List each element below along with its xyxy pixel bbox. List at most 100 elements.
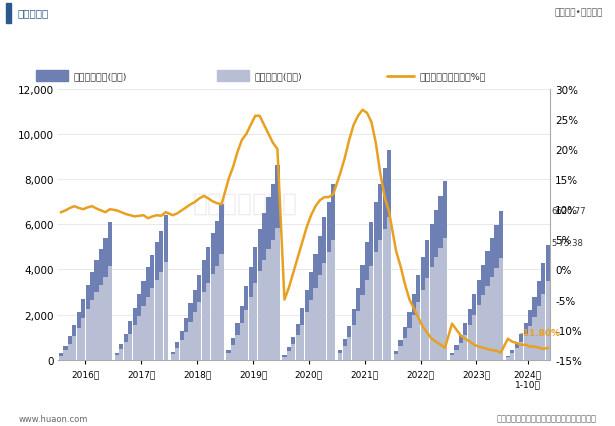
Bar bbox=[459, 343, 463, 360]
Bar bbox=[292, 345, 295, 360]
Bar bbox=[202, 293, 206, 360]
Text: 2016-2024年10月山东省房地产投资额及住宅投资额: 2016-2024年10月山东省房地产投资额及住宅投资额 bbox=[173, 39, 442, 55]
Bar bbox=[244, 310, 248, 360]
Bar bbox=[296, 336, 300, 360]
Bar bbox=[416, 302, 421, 360]
Bar bbox=[519, 343, 523, 360]
Bar bbox=[164, 216, 168, 360]
Bar bbox=[141, 306, 146, 360]
Bar bbox=[262, 260, 266, 360]
Bar bbox=[533, 317, 537, 360]
Bar bbox=[188, 304, 192, 360]
Bar bbox=[322, 264, 327, 360]
Bar bbox=[150, 255, 154, 360]
Bar bbox=[206, 247, 210, 360]
房地产投资额增速（%） bbox=[544, 345, 552, 351]
Bar bbox=[387, 217, 391, 360]
Bar bbox=[90, 300, 94, 360]
Bar bbox=[472, 316, 477, 360]
Bar bbox=[369, 222, 373, 360]
Bar bbox=[95, 293, 98, 360]
房地产投资额增速（%） bbox=[376, 171, 384, 176]
Bar bbox=[81, 319, 85, 360]
Bar bbox=[253, 283, 257, 360]
Text: 住宅投资额(亿元): 住宅投资额(亿元) bbox=[254, 72, 302, 81]
Bar bbox=[170, 354, 175, 360]
Bar bbox=[327, 253, 331, 360]
Bar bbox=[85, 309, 90, 360]
Bar bbox=[378, 240, 383, 360]
Bar bbox=[369, 266, 373, 360]
Bar bbox=[318, 276, 322, 360]
Bar bbox=[236, 335, 240, 360]
Bar bbox=[63, 346, 68, 360]
Bar bbox=[248, 268, 253, 360]
Bar bbox=[438, 249, 443, 360]
Bar bbox=[220, 255, 224, 360]
Bar bbox=[240, 323, 244, 360]
Bar bbox=[412, 295, 416, 360]
Bar bbox=[528, 326, 532, 360]
Bar bbox=[68, 344, 72, 360]
Bar bbox=[6, 4, 11, 23]
Bar bbox=[519, 334, 523, 360]
Bar bbox=[72, 325, 76, 360]
Text: 5·75.38: 5·75.38 bbox=[552, 238, 584, 247]
Bar bbox=[108, 222, 112, 360]
Bar bbox=[425, 241, 429, 360]
Bar bbox=[128, 334, 132, 360]
Bar bbox=[425, 279, 429, 360]
房地产投资额增速（%） bbox=[359, 108, 366, 113]
Bar bbox=[81, 299, 85, 360]
Bar bbox=[412, 316, 416, 360]
Bar bbox=[360, 265, 365, 360]
Bar bbox=[159, 231, 164, 360]
Bar bbox=[184, 318, 188, 360]
Bar bbox=[226, 353, 231, 360]
Bar bbox=[399, 347, 403, 360]
Bar bbox=[450, 354, 454, 360]
Bar bbox=[481, 265, 485, 360]
Bar bbox=[438, 196, 443, 360]
Bar bbox=[374, 253, 378, 360]
Bar bbox=[494, 226, 499, 360]
Bar bbox=[193, 313, 197, 360]
Text: www.huaon.com: www.huaon.com bbox=[18, 414, 88, 423]
Bar bbox=[454, 345, 459, 360]
房地产投资额增速（%） bbox=[497, 350, 504, 355]
Bar bbox=[477, 305, 481, 360]
Bar bbox=[360, 296, 365, 360]
Bar bbox=[523, 323, 528, 360]
Bar bbox=[472, 295, 477, 360]
Bar bbox=[421, 290, 425, 360]
Bar bbox=[175, 348, 180, 360]
Bar bbox=[485, 252, 490, 360]
Bar bbox=[546, 245, 550, 360]
Bar bbox=[485, 286, 490, 360]
Bar bbox=[481, 296, 485, 360]
Bar bbox=[494, 269, 499, 360]
Bar bbox=[164, 262, 168, 360]
Line: 房地产投资额增速（%）: 房地产投资额增速（%） bbox=[61, 110, 548, 353]
Bar bbox=[236, 323, 240, 360]
Bar bbox=[170, 352, 175, 360]
Bar bbox=[119, 349, 124, 360]
Bar bbox=[282, 357, 287, 360]
Bar bbox=[314, 254, 317, 360]
Bar bbox=[248, 297, 253, 360]
Bar bbox=[506, 357, 510, 360]
Bar bbox=[327, 202, 331, 360]
Bar bbox=[434, 210, 438, 360]
Bar bbox=[459, 335, 463, 360]
Bar bbox=[450, 356, 454, 360]
Bar bbox=[180, 331, 184, 360]
Bar bbox=[244, 287, 248, 360]
Bar bbox=[403, 338, 407, 360]
Bar bbox=[124, 343, 128, 360]
Bar bbox=[304, 312, 309, 360]
Bar bbox=[407, 328, 411, 360]
Bar bbox=[276, 228, 280, 360]
Bar bbox=[383, 168, 387, 360]
Bar bbox=[523, 335, 528, 360]
Bar bbox=[300, 325, 304, 360]
